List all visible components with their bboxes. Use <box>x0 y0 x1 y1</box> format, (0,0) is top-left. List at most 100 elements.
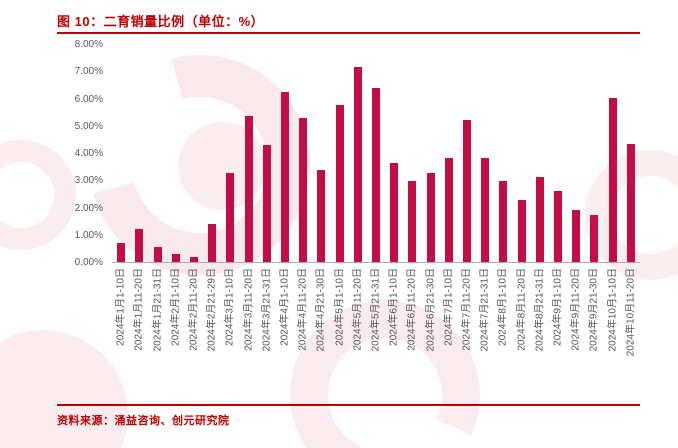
x-tick-label: 2024年3月1-10日 <box>224 268 236 346</box>
bar-21 <box>499 180 508 262</box>
bar-slot <box>330 45 348 262</box>
bar-slot <box>221 45 239 262</box>
bar-1 <box>135 229 144 262</box>
x-tick-label: 2024年10月11-20日 <box>625 268 637 357</box>
x-tick-label: 2024年6月11-20日 <box>406 268 418 351</box>
bar-27 <box>608 97 617 262</box>
bar-slot <box>294 45 312 262</box>
bar-17 <box>426 172 435 262</box>
y-tick-label: 0.00% <box>74 257 103 268</box>
bar-25 <box>572 210 581 262</box>
x-tick-label: 2024年9月11-20日 <box>570 268 582 351</box>
y-tick-label: 6.00% <box>74 93 103 105</box>
y-tick-label: 4.00% <box>74 148 103 159</box>
x-tick-label: 2024年5月1-10日 <box>334 268 346 346</box>
x-tick-label: 2024年6月1-10日 <box>388 268 400 346</box>
x-tick-label: 2024年8月11-20日 <box>516 268 528 351</box>
bar-18 <box>444 157 453 262</box>
x-tick-label: 2024年1月11-20日 <box>133 268 145 351</box>
bar-chart: 8.00% 7.00% 6.00% 5.00% 4.00% 3.00% 2.00% 1.00%… <box>57 40 640 395</box>
x-tick-label: 2024年3月21-31日 <box>261 268 273 352</box>
bar-slot <box>258 45 276 262</box>
bar-24 <box>553 191 562 262</box>
bar-slot <box>203 45 221 262</box>
x-tick-label: 2024年1月21-31日 <box>152 268 163 352</box>
x-tick-label: 2024年9月1-10日 <box>552 268 564 346</box>
bar-5 <box>208 224 217 262</box>
bar-slot <box>421 45 439 262</box>
bar-slot <box>130 45 148 262</box>
x-tick-label: 2024年2月11-20日 <box>188 268 200 351</box>
bar-11 <box>317 169 326 262</box>
x-tick-label: 2024年4月11-20日 <box>297 268 309 351</box>
bars-row <box>112 45 640 263</box>
bar-9 <box>280 92 289 262</box>
x-tick-label: 2024年7月11-20日 <box>461 268 473 351</box>
bar-23 <box>535 176 544 262</box>
y-tick-label: 8.00% <box>74 39 103 50</box>
x-tick-label: 2024年10月1-10日 <box>607 268 619 352</box>
y-axis: 8.00% 7.00% 6.00% 5.00% 4.00% 3.00% 2.00% 1.00%… <box>57 40 107 268</box>
bar-2 <box>153 247 162 262</box>
bar-slot <box>167 45 185 262</box>
bar-slot <box>276 45 294 262</box>
bar-slot <box>239 45 257 262</box>
bar-slot <box>312 45 330 262</box>
bar-0 <box>117 243 126 262</box>
y-tick-label: 7.00% <box>74 66 103 78</box>
footer-divider <box>57 404 640 406</box>
x-tick-label: 2024年8月1-10日 <box>497 268 509 346</box>
bar-19 <box>462 119 471 262</box>
bar-14 <box>371 88 380 262</box>
title-divider <box>57 32 640 34</box>
bar-7 <box>244 115 253 262</box>
x-tick-label: 2024年3月11-20日 <box>243 268 255 351</box>
x-tick-label: 2024年1月1-10日 <box>115 268 127 346</box>
bar-slot <box>512 45 530 262</box>
x-tick-label: 2024年6月21-30日 <box>425 268 437 352</box>
bar-slot <box>349 45 367 262</box>
x-tick-label: 2024年5月11-20日 <box>352 268 364 351</box>
bar-slot <box>458 45 476 262</box>
bar-slot <box>112 45 130 262</box>
x-tick-label: 2024年2月21-29日 <box>206 268 218 352</box>
bar-22 <box>517 199 526 262</box>
x-tick-label: 2024年8月21-31日 <box>534 268 546 352</box>
bar-slot <box>440 45 458 262</box>
bar-slot <box>476 45 494 262</box>
bar-slot <box>367 45 385 262</box>
bar-slot <box>185 45 203 262</box>
bar-slot <box>585 45 603 262</box>
bar-slot <box>494 45 512 262</box>
bar-10 <box>299 118 308 262</box>
bar-slot <box>567 45 585 262</box>
y-tick-label: 1.00% <box>74 229 103 241</box>
bar-12 <box>335 104 344 262</box>
bar-slot <box>385 45 403 262</box>
bar-slot <box>622 45 640 262</box>
bar-4 <box>189 256 198 262</box>
bar-28 <box>626 144 635 262</box>
figure-title: 图 10：二育销量比例（单位：%） <box>57 14 265 29</box>
y-tick-label: 5.00% <box>74 120 103 132</box>
y-tick-label: 3.00% <box>74 175 103 187</box>
bar-6 <box>226 172 235 262</box>
y-tick-label: 2.00% <box>74 202 103 214</box>
bar-16 <box>408 180 417 262</box>
x-tick-label: 2024年4月21-30日 <box>315 268 327 352</box>
bar-slot <box>549 45 567 262</box>
bar-slot <box>603 45 621 262</box>
bar-slot <box>148 45 166 262</box>
bar-13 <box>353 66 362 262</box>
x-tick-label: 2024年2月1-10日 <box>170 268 182 346</box>
bar-8 <box>262 145 271 262</box>
x-tick-label: 2024年7月21-31日 <box>479 268 491 352</box>
x-tick-label: 2024年7月1-10日 <box>443 268 455 346</box>
bar-26 <box>590 214 599 262</box>
bar-3 <box>171 253 180 262</box>
x-tick-label: 2024年9月21-30日 <box>588 268 600 352</box>
x-tick-label: 2024年5月21-31日 <box>370 268 382 352</box>
bar-slot <box>403 45 421 262</box>
